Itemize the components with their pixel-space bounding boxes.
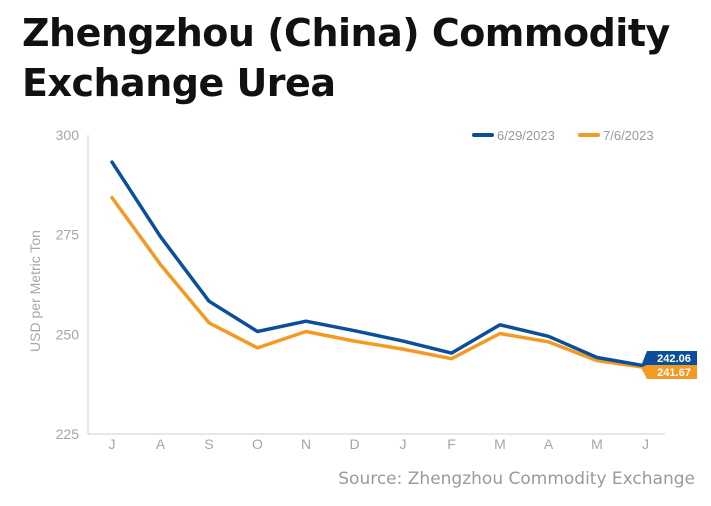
y-tick-label: 275 [56,227,80,243]
series-line [110,160,648,368]
series-line [110,195,648,370]
y-tick-label: 300 [56,127,80,143]
x-tick-label: S [204,436,213,452]
y-axis-ticks: 225 250 275 300 [56,127,80,442]
x-tick-label: A [156,436,166,452]
x-tick-label: O [252,436,263,452]
x-tick-label: D [349,436,359,452]
legend-label: 7/6/2023 [603,128,654,143]
x-tick-label: A [544,436,554,452]
x-tick-label: F [447,436,456,452]
end-value-label: 242.06 [657,353,691,365]
legend: 6/29/2023 7/6/2023 [472,128,654,143]
x-tick-label: M [591,436,603,452]
x-tick-label: J [400,436,407,452]
x-tick-label: N [301,436,311,452]
axes [87,135,665,435]
x-tick-label: M [494,436,506,452]
x-tick-label: J [109,436,116,452]
end-value-labels: 242.06 241.67 [641,351,697,379]
x-tick-label: J [642,436,649,452]
end-label-box [641,351,697,366]
series-lines [110,160,648,370]
end-label-box [641,365,697,379]
y-tick-label: 225 [56,426,80,442]
end-value-label: 241.67 [657,367,691,379]
y-axis-label: USD per Metric Ton [27,230,43,352]
chart-title: Zhengzhou (China) Commodity Exchange Ure… [22,11,670,105]
y-tick-label: 250 [56,326,80,342]
source-note: Source: Zhengzhou Commodity Exchange [338,469,695,489]
legend-label: 6/29/2023 [497,128,555,143]
